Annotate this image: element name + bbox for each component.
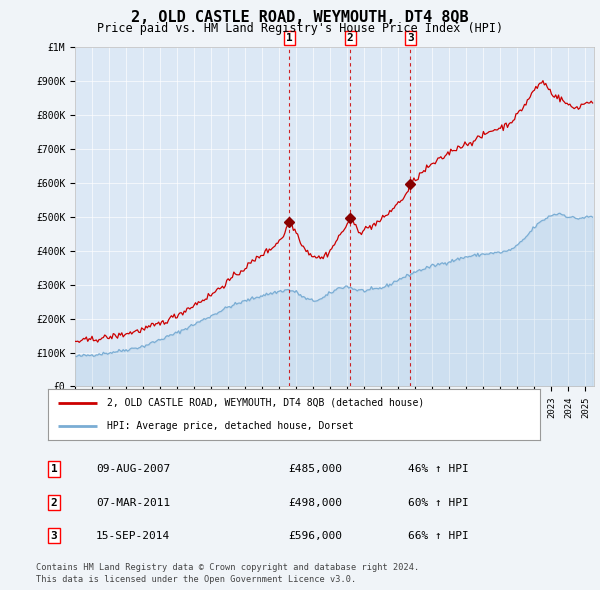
Text: 2, OLD CASTLE ROAD, WEYMOUTH, DT4 8QB (detached house): 2, OLD CASTLE ROAD, WEYMOUTH, DT4 8QB (d… bbox=[107, 398, 424, 408]
Text: £485,000: £485,000 bbox=[288, 464, 342, 474]
Text: 66% ↑ HPI: 66% ↑ HPI bbox=[408, 531, 469, 540]
Text: 60% ↑ HPI: 60% ↑ HPI bbox=[408, 498, 469, 507]
Text: This data is licensed under the Open Government Licence v3.0.: This data is licensed under the Open Gov… bbox=[36, 575, 356, 584]
Text: 2: 2 bbox=[50, 498, 58, 507]
Text: 46% ↑ HPI: 46% ↑ HPI bbox=[408, 464, 469, 474]
Text: 3: 3 bbox=[50, 531, 58, 540]
Text: Contains HM Land Registry data © Crown copyright and database right 2024.: Contains HM Land Registry data © Crown c… bbox=[36, 563, 419, 572]
Text: Price paid vs. HM Land Registry's House Price Index (HPI): Price paid vs. HM Land Registry's House … bbox=[97, 22, 503, 35]
Text: 2: 2 bbox=[347, 33, 353, 43]
Text: 1: 1 bbox=[286, 33, 293, 43]
Text: £596,000: £596,000 bbox=[288, 531, 342, 540]
Text: 07-MAR-2011: 07-MAR-2011 bbox=[96, 498, 170, 507]
Text: HPI: Average price, detached house, Dorset: HPI: Average price, detached house, Dors… bbox=[107, 421, 354, 431]
Text: 3: 3 bbox=[407, 33, 413, 43]
Text: 1: 1 bbox=[50, 464, 58, 474]
Text: 09-AUG-2007: 09-AUG-2007 bbox=[96, 464, 170, 474]
Text: 15-SEP-2014: 15-SEP-2014 bbox=[96, 531, 170, 540]
Text: £498,000: £498,000 bbox=[288, 498, 342, 507]
Text: 2, OLD CASTLE ROAD, WEYMOUTH, DT4 8QB: 2, OLD CASTLE ROAD, WEYMOUTH, DT4 8QB bbox=[131, 10, 469, 25]
